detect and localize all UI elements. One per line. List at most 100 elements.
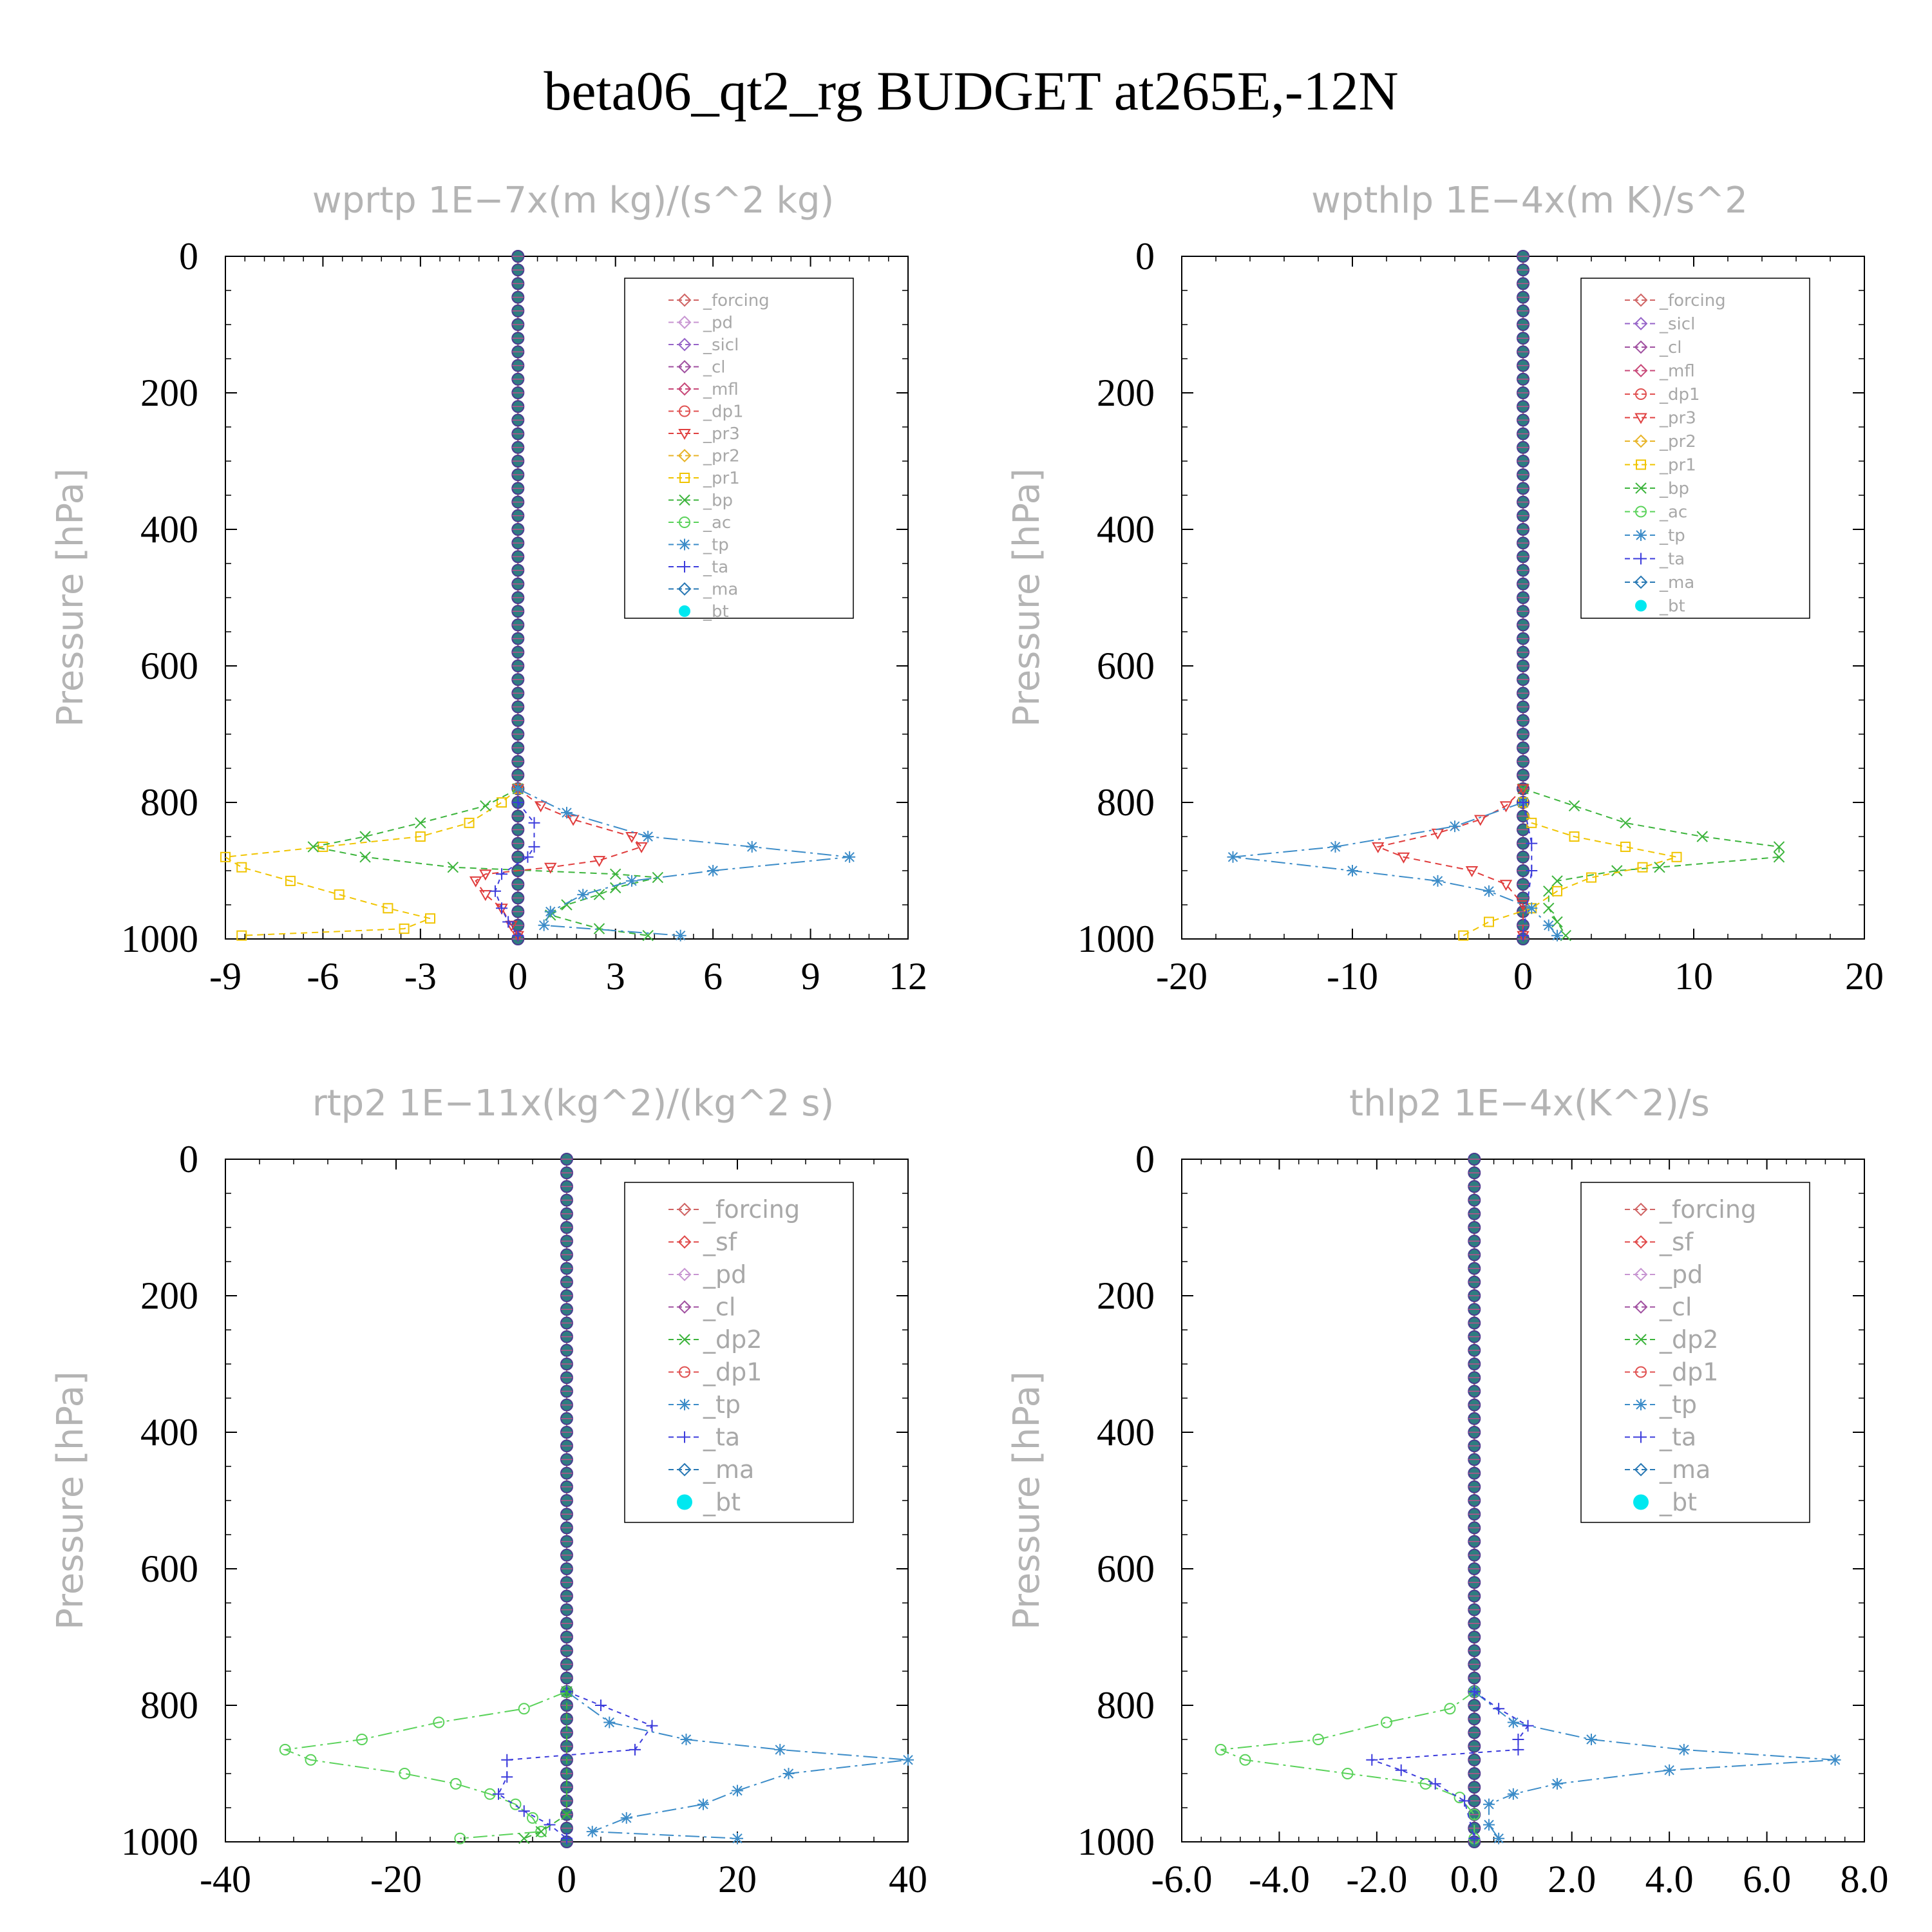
legend-swatch-marker xyxy=(679,561,690,573)
legend-swatch-marker xyxy=(677,382,692,396)
series-point xyxy=(1696,831,1708,842)
legend-swatch-marker xyxy=(1636,459,1646,470)
series-point xyxy=(425,913,435,924)
series-point xyxy=(1611,865,1623,876)
legend-swatch-marker xyxy=(1634,1235,1648,1249)
series-point xyxy=(447,861,459,873)
series-point xyxy=(317,841,328,852)
series-point xyxy=(782,1768,795,1779)
series-point xyxy=(1329,840,1341,853)
series-point xyxy=(1474,815,1487,826)
legend-label: _bt xyxy=(1659,1488,1697,1517)
y-axis-label: Pressure [hPa] xyxy=(50,1371,91,1630)
legend-label: _mfl xyxy=(703,380,739,399)
series-point xyxy=(236,862,247,873)
series-point xyxy=(469,876,482,887)
series-point xyxy=(774,1743,786,1756)
y-tick-label: 800 xyxy=(1097,781,1155,824)
legend-swatch xyxy=(1633,1494,1649,1510)
series-line xyxy=(517,788,850,936)
y-tick-label: 800 xyxy=(140,1684,198,1727)
series-point xyxy=(1395,1764,1407,1776)
series-point xyxy=(625,832,638,844)
x-tick-label: 2.0 xyxy=(1548,1858,1596,1900)
series-line xyxy=(1463,802,1677,936)
legend-label: _sicl xyxy=(703,336,739,355)
legend-swatch-marker xyxy=(679,1334,690,1345)
x-tick-label: -20 xyxy=(1156,955,1208,998)
y-tick-label: 0 xyxy=(179,1138,198,1180)
series-point xyxy=(356,1734,368,1745)
y-tick-label: 1000 xyxy=(121,918,198,960)
series-line xyxy=(566,1690,909,1839)
legend-label: _pr1 xyxy=(1659,456,1696,475)
series-point xyxy=(1586,1734,1597,1745)
legend-box xyxy=(1580,278,1810,619)
y-tick-label: 0 xyxy=(1135,235,1155,278)
series-point xyxy=(433,1716,445,1728)
series-point xyxy=(544,862,557,874)
legend-label: _bt xyxy=(703,1488,741,1517)
series-line xyxy=(1220,1690,1475,1839)
legend-box xyxy=(1580,1182,1810,1523)
y-tick-label: 800 xyxy=(140,781,198,824)
series-point xyxy=(1829,1754,1841,1766)
legend-swatch-marker xyxy=(1634,364,1648,377)
legend-label: _tp xyxy=(1659,1390,1697,1419)
x-tick-label: 0 xyxy=(1513,955,1533,998)
series-point xyxy=(625,875,638,887)
y-tick-label: 200 xyxy=(140,372,198,414)
series-point xyxy=(1449,820,1461,833)
series-point xyxy=(1429,1777,1441,1790)
series-point xyxy=(501,1771,513,1783)
legend-swatch-marker xyxy=(1635,1334,1647,1345)
legend-label: _cl xyxy=(1659,1293,1692,1321)
series-point xyxy=(1499,801,1513,813)
series-point xyxy=(1493,1832,1505,1844)
series-point xyxy=(1526,865,1538,876)
series-point xyxy=(1397,852,1410,864)
series-point xyxy=(1663,1764,1676,1776)
legend-swatch-marker xyxy=(1635,482,1647,494)
legend-swatch-marker xyxy=(677,449,692,462)
series-point xyxy=(359,851,371,863)
x-tick-label: 40 xyxy=(889,1858,927,1900)
legend-label: _ma xyxy=(703,580,738,600)
series-point xyxy=(561,806,573,819)
legend-swatch-marker xyxy=(1635,1431,1647,1443)
legend-box xyxy=(624,278,854,619)
legend-swatch-marker xyxy=(1634,1267,1648,1282)
x-tick-label: -40 xyxy=(200,1858,251,1900)
series-point xyxy=(642,929,654,942)
series-point xyxy=(1542,919,1555,931)
legend-swatch-marker xyxy=(1635,506,1647,518)
series-point xyxy=(902,1754,914,1766)
series-point xyxy=(279,1743,291,1756)
series-point xyxy=(592,856,606,867)
series-point xyxy=(1512,1734,1524,1745)
panel-title: wprtp 1E−7x(m kg)/(s^2 kg) xyxy=(312,180,834,222)
series-point xyxy=(635,842,648,853)
series-line xyxy=(1522,788,1780,936)
chart-panel: rtp2 1E−11x(kg^2)/(kg^2 s) Pressure [hPa]… xyxy=(50,1083,927,1900)
legend-label: _ta xyxy=(1659,550,1685,569)
series-point xyxy=(399,1768,411,1779)
legend-swatch-marker xyxy=(679,1366,690,1378)
y-tick-label: 600 xyxy=(1097,1548,1155,1590)
series-point xyxy=(707,865,719,876)
y-tick-label: 600 xyxy=(1097,645,1155,687)
legend-label: _bt xyxy=(1659,597,1685,616)
legend-label: _bp xyxy=(1659,479,1689,498)
series-point xyxy=(383,903,393,914)
series-point xyxy=(1468,1685,1481,1698)
legend-swatch-marker xyxy=(679,494,690,506)
series-point xyxy=(518,1832,530,1844)
series-point xyxy=(1493,1703,1505,1715)
series-point xyxy=(1239,1754,1251,1766)
legend-swatch-marker xyxy=(1635,1366,1647,1378)
series-point xyxy=(305,1754,317,1766)
series-point xyxy=(561,1832,573,1844)
series-point xyxy=(334,889,345,900)
series-point xyxy=(1366,1754,1378,1766)
